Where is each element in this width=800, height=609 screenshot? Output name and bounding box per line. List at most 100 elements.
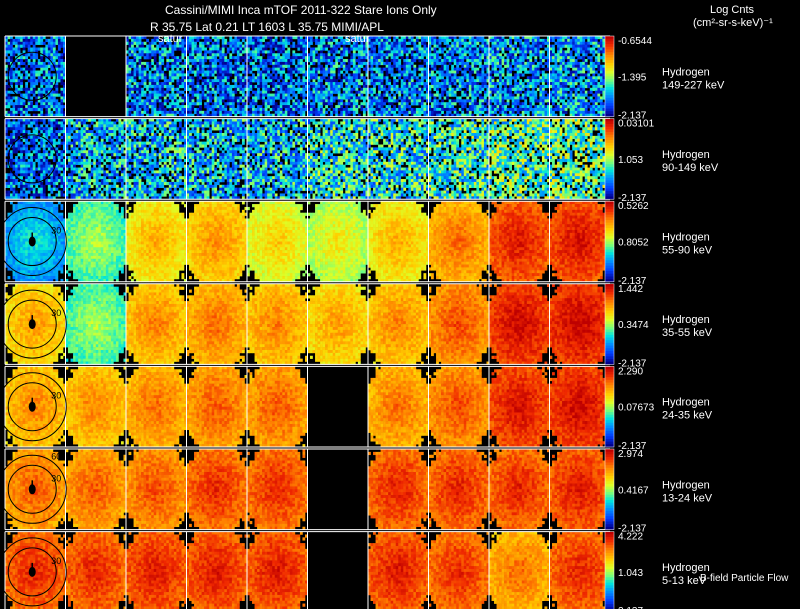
colorbar-segment: [605, 481, 614, 485]
colorbar-segment: [605, 516, 614, 520]
colorbar-segment: [605, 369, 614, 373]
colorbar-frame: [604, 366, 615, 448]
saturn-marker-icon: [28, 401, 36, 412]
frame-image: [307, 36, 369, 117]
colorbar-segment: [605, 596, 614, 600]
channel-energy-label: 90-149 keV: [662, 162, 719, 174]
colorbar-segment: [605, 593, 614, 597]
colorbar-segment: [605, 201, 614, 205]
frame-image: [186, 449, 248, 530]
colorbar-segment: [605, 536, 614, 541]
colorbar-segment: [605, 356, 614, 360]
frame-image: [368, 449, 429, 530]
colorbar-segment: [605, 324, 614, 328]
colorbar-segment: [605, 294, 614, 298]
channel-energy-label: 13-24 keV: [662, 492, 713, 504]
frame-image: [5, 449, 66, 530]
colorbar-segment: [605, 134, 614, 138]
colorbar-segment: [605, 38, 614, 42]
colorbar-min-label: -2.137: [618, 524, 647, 535]
frame-image: [489, 36, 550, 117]
frame-image: [549, 36, 611, 117]
colorbar-segment: [605, 65, 614, 69]
frame-image: [247, 201, 308, 283]
colorbar-segment: [605, 87, 614, 91]
saturn-marker-icon: [28, 566, 36, 577]
frame-image: [428, 201, 490, 283]
colorbar-max-label: 0.5262: [618, 201, 649, 212]
colorbar-segment: [605, 569, 614, 573]
fov-outer-circle: [0, 372, 67, 442]
colorbar-segment: [605, 334, 614, 338]
colorbar-segment: [605, 36, 614, 40]
fov-circle: [7, 134, 57, 184]
colorbar: [604, 366, 615, 448]
colorbar-segment: [605, 486, 614, 490]
colorbar-segment: [605, 73, 614, 77]
colorbar-segment: [605, 100, 614, 104]
colorbar-segment: [605, 148, 614, 152]
colorbar-segment: [605, 44, 614, 48]
colorbar-segment: [605, 606, 614, 609]
colorbar-segment: [605, 545, 614, 549]
colorbar-segment: [605, 273, 614, 277]
frame-image: [489, 366, 550, 448]
colorbar-segment: [605, 428, 614, 432]
units-title: Log Cnts: [710, 4, 754, 17]
frame-image: [428, 283, 490, 365]
colorbar-segment: [605, 145, 614, 149]
colorbar-segment: [605, 180, 614, 184]
colorbar-segment: [605, 193, 614, 197]
colorbar-mid-label: -1.395: [618, 72, 647, 83]
frame-image: [307, 201, 369, 283]
colorbar-min-label: -2.137: [618, 358, 647, 369]
colorbar-segment: [605, 518, 614, 522]
colorbar-segment: [605, 566, 614, 570]
colorbar-segment: [605, 188, 614, 192]
colorbar-segment: [605, 553, 614, 557]
colorbar-segment: [605, 359, 614, 363]
colorbar-segment: [605, 177, 614, 181]
colorbar-segment: [605, 582, 614, 586]
colorbar-segment: [605, 246, 614, 250]
colorbar-segment: [605, 164, 614, 168]
colorbar-segment: [605, 401, 614, 405]
colorbar-segment: [605, 379, 614, 383]
colorbar-segment: [605, 78, 614, 83]
saturation-label: satur: [345, 33, 370, 45]
colorbar-segment: [605, 395, 614, 400]
colorbar-segment: [605, 76, 614, 80]
bfield-flow-label: B-field Particle Flow: [700, 573, 789, 584]
angle-label: 30: [51, 391, 61, 401]
frame-image: [186, 366, 248, 448]
colorbar-segment: [605, 390, 614, 394]
frame-image: [489, 201, 550, 283]
frame-image: [186, 283, 248, 365]
frame-image: [428, 366, 490, 448]
colorbar-segment: [605, 563, 614, 567]
colorbar-segment: [605, 465, 614, 469]
colorbar-segment: [605, 385, 614, 389]
colorbar-segment: [605, 326, 614, 330]
colorbar-segment: [605, 276, 614, 280]
colorbar-segment: [605, 268, 614, 272]
colorbar-segment: [605, 236, 614, 240]
colorbar-segment: [605, 126, 614, 130]
frame-image: [549, 201, 611, 283]
colorbar: [604, 118, 615, 200]
colorbar-segment: [605, 470, 614, 474]
colorbar-segment: [605, 97, 614, 101]
frame-image: [307, 283, 369, 365]
colorbar-segment: [605, 502, 614, 506]
channel-energy-label: 35-55 keV: [662, 327, 713, 339]
frame-image: [428, 36, 490, 117]
colorbar-segment: [605, 473, 614, 477]
colorbar-segment: [605, 299, 614, 304]
channel-species-label: Hydrogen: [662, 66, 710, 78]
channel-energy-label: 5-13 keV: [662, 575, 707, 587]
colorbar-segment: [605, 425, 614, 429]
frame-image: [186, 36, 248, 117]
frame-image: [247, 36, 308, 117]
colorbar-segment: [605, 291, 614, 295]
